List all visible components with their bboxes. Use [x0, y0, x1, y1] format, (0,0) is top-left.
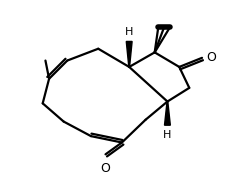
Text: O: O: [101, 162, 110, 175]
Text: O: O: [207, 51, 216, 64]
Text: H: H: [125, 27, 133, 37]
Text: H: H: [163, 130, 172, 140]
Polygon shape: [126, 41, 132, 67]
Polygon shape: [165, 102, 170, 125]
